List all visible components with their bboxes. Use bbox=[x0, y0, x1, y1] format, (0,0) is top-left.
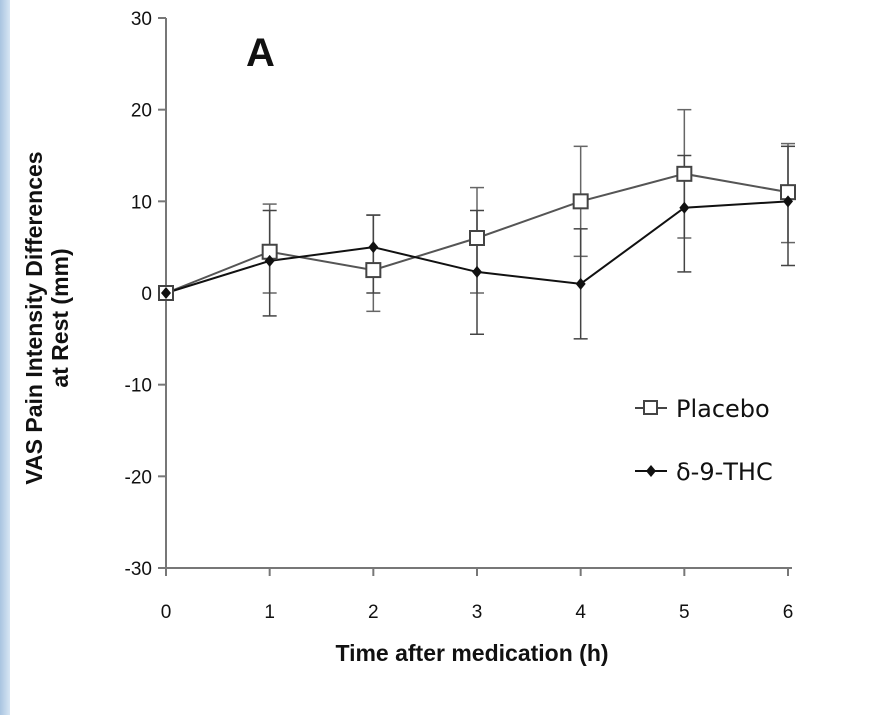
page-left-border bbox=[0, 0, 10, 715]
legend-filled-diamond-icon bbox=[646, 465, 656, 477]
y-tick-label: -30 bbox=[125, 559, 152, 580]
legend-open-square-icon bbox=[643, 400, 658, 415]
figure-panel: 30 20 10 0 -10 -20 -30 0 1 2 3 4 5 6 A Placebo δ-9-TH… bbox=[10, 0, 892, 715]
data-point-filled-diamond bbox=[368, 241, 379, 254]
legend-item-thc: δ-9-THC bbox=[635, 458, 773, 486]
y-tick-label: -20 bbox=[125, 467, 152, 488]
y-tick-label: -10 bbox=[125, 376, 152, 397]
axes: 30 20 10 0 -10 -20 -30 0 1 2 3 4 5 6 bbox=[125, 9, 794, 623]
y-axis-title-line-1: VAS Pain Intensity Differences bbox=[21, 151, 47, 484]
y-tick-label: 10 bbox=[131, 192, 152, 213]
legend: Placebo δ-9-THC bbox=[635, 395, 773, 486]
x-tick-label: 5 bbox=[679, 602, 690, 623]
data-point-filled-diamond bbox=[783, 195, 793, 208]
data-point-filled-diamond bbox=[264, 254, 275, 267]
data-point-open-square bbox=[572, 193, 589, 210]
data-point-open-square bbox=[469, 230, 485, 246]
legend-label-placebo: Placebo bbox=[676, 395, 770, 423]
markers-placebo bbox=[158, 165, 796, 301]
x-tick-label: 6 bbox=[783, 602, 794, 623]
series-layer bbox=[158, 108, 796, 340]
data-point-filled-diamond bbox=[161, 287, 171, 299]
data-point-filled-diamond bbox=[575, 277, 586, 290]
y-axis-title-line-2: at Rest (mm) bbox=[47, 248, 73, 387]
x-tick-label: 3 bbox=[472, 602, 483, 623]
markers-thc bbox=[161, 195, 793, 299]
x-tick-label: 2 bbox=[368, 602, 379, 623]
panel-label: A bbox=[246, 31, 275, 75]
legend-label-thc: δ-9-THC bbox=[676, 458, 773, 486]
data-point-open-square bbox=[365, 262, 382, 279]
x-tick-label: 1 bbox=[264, 602, 275, 623]
y-tick-label: 0 bbox=[141, 284, 152, 305]
x-axis-title: Time after medication (h) bbox=[335, 640, 608, 666]
x-tick-label: 4 bbox=[575, 602, 586, 623]
y-tick-label: 30 bbox=[131, 9, 152, 30]
data-point-filled-diamond bbox=[472, 265, 482, 278]
x-tick-label: 0 bbox=[161, 602, 172, 623]
data-point-open-square bbox=[676, 165, 693, 182]
data-point-filled-diamond bbox=[679, 201, 690, 214]
chart: 30 20 10 0 -10 -20 -30 0 1 2 3 4 5 6 A Placebo δ-9-TH… bbox=[21, 9, 796, 666]
y-tick-label: 20 bbox=[131, 101, 152, 122]
legend-item-placebo: Placebo bbox=[635, 395, 770, 423]
